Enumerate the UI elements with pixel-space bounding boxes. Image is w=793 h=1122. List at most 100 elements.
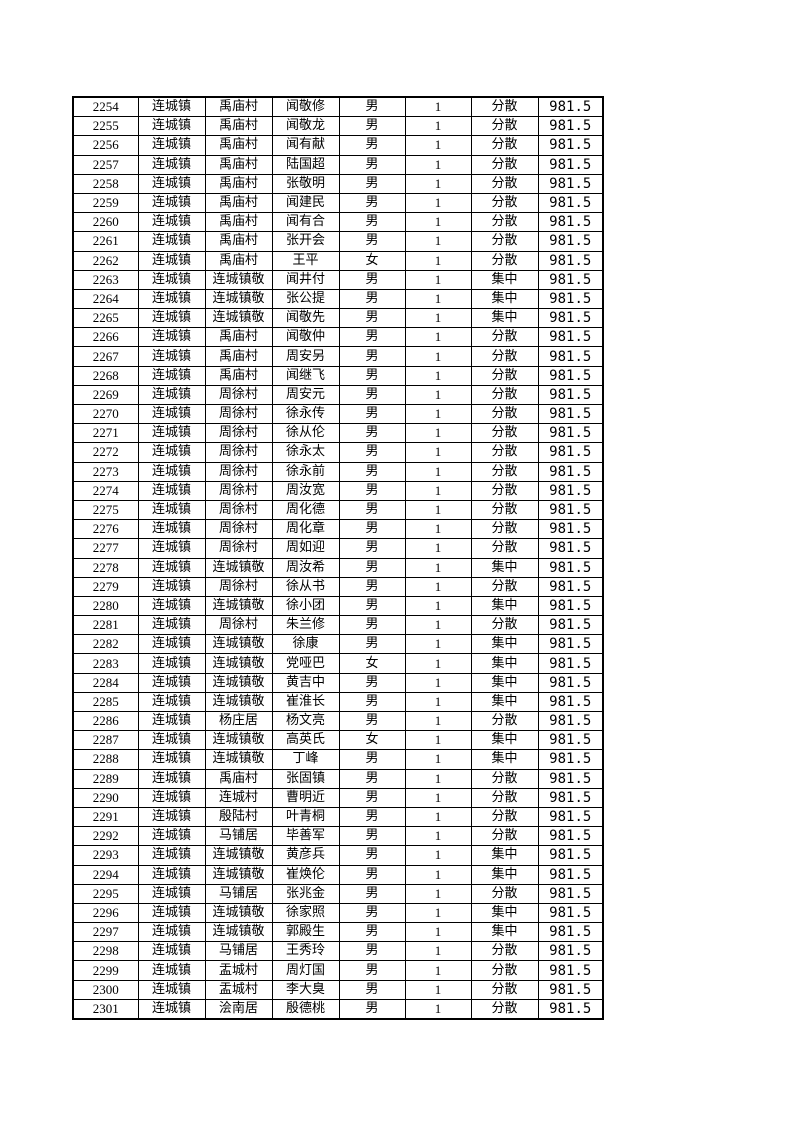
person-name-cell: 李大臭 [271,979,340,1000]
row-number-cell: 2279 [72,576,139,597]
table-row: 2271 连城镇 周徐村 徐从伦男 1 分散 981.5 [72,423,604,444]
support-type-cell: 分散 [470,768,539,789]
count-cell: 1 [404,557,472,578]
row-number-cell: 2266 [72,327,139,348]
town-cell: 连城镇 [137,499,206,521]
support-type-cell: 分散 [470,384,539,406]
table-row: 2263 连城镇 连城镇敬 闻井付男 1 集中 981.5 [72,269,604,290]
town-cell: 连城镇 [137,538,206,559]
gender-cell: 男 [338,902,406,924]
town-cell: 连城镇 [137,691,206,713]
amount-cell: 981.5 [537,538,604,559]
amount-cell: 981.5 [537,365,604,386]
row-number-cell: 2301 [72,998,139,1020]
row-number-cell: 2270 [72,403,139,425]
person-name-cell: 徐小团 [271,595,340,617]
gender-cell: 男 [338,826,406,847]
row-number-cell: 2295 [72,883,139,904]
village-cell: 禹庙村 [204,768,273,789]
amount-cell: 981.5 [537,192,604,214]
table-row: 2277 连城镇 周徐村 周如迎男 1 分散 981.5 [72,538,604,559]
row-number-cell: 2296 [72,902,139,924]
count-cell: 1 [404,212,472,233]
town-cell: 连城镇 [137,519,206,540]
row-number-cell: 2291 [72,806,139,828]
count-cell: 1 [404,231,472,252]
row-number-cell: 2258 [72,173,139,194]
row-number-cell: 2271 [72,423,139,444]
village-cell: 周徐村 [204,499,273,521]
person-name-cell: 周安元 [271,384,340,406]
count-cell: 1 [404,883,472,904]
person-name-cell: 丁峰 [271,749,340,770]
town-cell: 连城镇 [137,269,206,290]
village-cell: 连城镇敬 [204,595,273,617]
amount-cell: 981.5 [537,595,604,617]
amount-cell: 981.5 [537,998,604,1020]
person-name-cell: 闻敬龙 [271,116,340,137]
count-cell: 1 [404,634,472,655]
support-type-cell: 分散 [470,787,539,808]
table-row: 2274 连城镇 周徐村 周汝宽男 1 分散 981.5 [72,480,604,501]
row-number-cell: 2284 [72,672,139,693]
village-cell: 周徐村 [204,576,273,597]
row-number-cell: 2254 [72,96,139,118]
support-type-cell: 集中 [470,288,539,310]
person-name-cell: 郭殿生 [271,922,340,943]
gender-cell: 男 [338,672,406,693]
count-cell: 1 [404,269,472,290]
amount-cell: 981.5 [537,557,604,578]
table-row: 2268 连城镇 禹庙村 闻继飞男 1 分散 981.5 [72,365,604,386]
village-cell: 连城镇敬 [204,730,273,751]
amount-cell: 981.5 [537,634,604,655]
count-cell: 1 [404,499,472,521]
support-type-cell: 集中 [470,845,539,866]
village-cell: 马铺居 [204,941,273,962]
person-name-cell: 张兆金 [271,883,340,904]
table-row: 2264 连城镇 连城镇敬 张公提男 1 集中 981.5 [72,288,604,310]
table-row: 2286 连城镇 杨庄居 杨文亮男 1 分散 981.5 [72,710,604,732]
town-cell: 连城镇 [137,902,206,924]
gender-cell: 男 [338,883,406,904]
row-number-cell: 2298 [72,941,139,962]
amount-cell: 981.5 [537,116,604,137]
town-cell: 连城镇 [137,250,206,271]
count-cell: 1 [404,730,472,751]
row-number-cell: 2274 [72,480,139,501]
row-number-cell: 2285 [72,691,139,713]
table-row: 2256 连城镇 禹庙村 闻有献男 1 分散 981.5 [72,135,604,156]
row-number-cell: 2262 [72,250,139,271]
person-name-cell: 闻建民 [271,192,340,214]
gender-cell: 男 [338,269,406,290]
gender-cell: 男 [338,845,406,866]
town-cell: 连城镇 [137,327,206,348]
person-name-cell: 闻敬仲 [271,327,340,348]
table-row: 2287 连城镇 连城镇敬 高英氏女 1 集中 981.5 [72,730,604,751]
support-type-cell: 集中 [470,595,539,617]
support-type-cell: 集中 [470,922,539,943]
person-name-cell: 徐家照 [271,902,340,924]
table-row: 2301 连城镇 浍南居 殷德桃男 1 分散 981.5 [72,998,604,1020]
town-cell: 连城镇 [137,346,206,367]
gender-cell: 男 [338,308,406,329]
town-cell: 连城镇 [137,212,206,233]
amount-cell: 981.5 [537,173,604,194]
count-cell: 1 [404,998,472,1020]
support-type-cell: 分散 [470,710,539,732]
support-type-cell: 集中 [470,308,539,329]
gender-cell: 男 [338,288,406,310]
amount-cell: 981.5 [537,461,604,482]
town-cell: 连城镇 [137,192,206,214]
row-number-cell: 2275 [72,499,139,521]
person-name-cell: 张公提 [271,288,340,310]
town-cell: 连城镇 [137,922,206,943]
amount-cell: 981.5 [537,269,604,290]
support-type-cell: 分散 [470,480,539,501]
support-type-cell: 集中 [470,730,539,751]
gender-cell: 男 [338,787,406,808]
town-cell: 连城镇 [137,154,206,175]
table-row: 2290 连城镇 连城村 曹明近男 1 分散 981.5 [72,787,604,808]
person-name-cell: 毕善军 [271,826,340,847]
person-name-cell: 周灯国 [271,960,340,981]
count-cell: 1 [404,826,472,847]
